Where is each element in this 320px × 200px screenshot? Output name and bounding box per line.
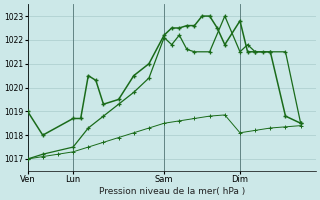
X-axis label: Pression niveau de la mer( hPa ): Pression niveau de la mer( hPa ) bbox=[99, 187, 245, 196]
